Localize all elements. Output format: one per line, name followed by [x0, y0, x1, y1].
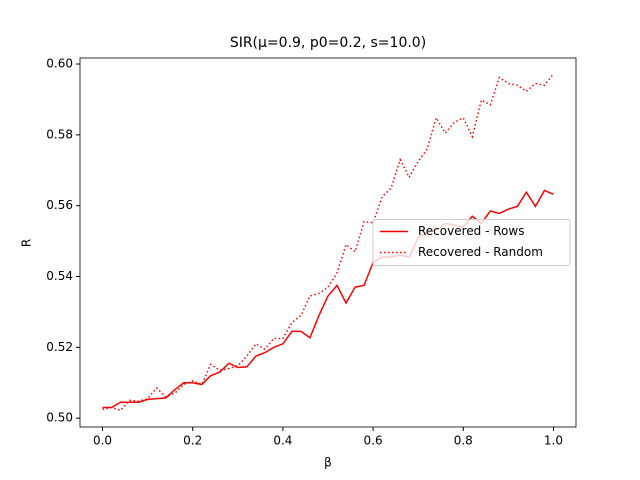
y-tick-label: 0.60 — [46, 57, 73, 71]
x-tick-label: 0.4 — [273, 434, 292, 448]
chart-title: SIR(μ=0.9, p0=0.2, s=10.0) — [230, 35, 426, 51]
legend-label: Recovered - Random — [418, 245, 543, 259]
x-axis-label: β — [324, 456, 332, 470]
x-tick-label: 0.6 — [364, 434, 383, 448]
plot-frame — [79, 57, 577, 428]
y-tick-label: 0.56 — [46, 198, 73, 212]
x-tick-label: 0.8 — [454, 434, 473, 448]
x-tick-label: 0.2 — [183, 434, 202, 448]
y-axis-label: R — [20, 239, 34, 247]
y-tick-label: 0.52 — [46, 340, 73, 354]
y-tick-label: 0.54 — [46, 269, 73, 283]
x-tick-label: 1.0 — [544, 434, 563, 448]
y-tick-label: 0.50 — [46, 411, 73, 425]
legend-box — [372, 219, 571, 266]
x-tick-label: 0.0 — [93, 434, 112, 448]
legend-label: Recovered - Rows — [418, 224, 524, 238]
y-tick-label: 0.58 — [46, 127, 73, 141]
